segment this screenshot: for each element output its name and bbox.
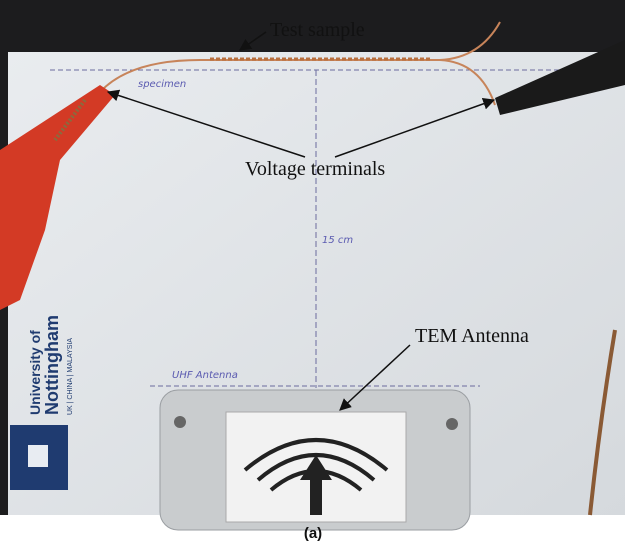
arrow <box>334 97 496 158</box>
handwriting: UHF Antenna <box>172 370 238 381</box>
logo-text: UK | CHINA | MALAYSIA <box>67 338 74 415</box>
arrow <box>339 344 411 411</box>
antenna-box <box>159 389 471 531</box>
annotation: TEM Antenna <box>415 325 529 347</box>
handwriting: specimen <box>138 79 186 90</box>
red-clip <box>0 85 115 310</box>
logo-crest <box>28 445 48 467</box>
logo-text: Nottingham <box>42 315 62 415</box>
test-sample-wire <box>99 21 501 106</box>
annotation: Test sample <box>270 19 365 41</box>
handwriting: 15 cm <box>322 235 353 246</box>
arrow <box>106 89 306 158</box>
screw <box>446 418 458 430</box>
photo: specimen 15 cm UHF Antenna University of… <box>0 0 625 531</box>
arrow <box>239 31 267 51</box>
annotation: Voltage terminals <box>245 158 385 180</box>
clip-spring <box>53 98 87 142</box>
caption: (a) <box>304 525 322 542</box>
black-clip <box>495 40 625 115</box>
annotations: Test sample Voltage terminals TEM Antenn… <box>106 19 529 411</box>
screw <box>174 416 186 428</box>
logo: University of Nottingham UK | CHINA | MA… <box>10 315 74 490</box>
antenna-symbol <box>300 455 332 515</box>
cable <box>588 329 617 516</box>
logo-text: University of <box>27 330 43 415</box>
